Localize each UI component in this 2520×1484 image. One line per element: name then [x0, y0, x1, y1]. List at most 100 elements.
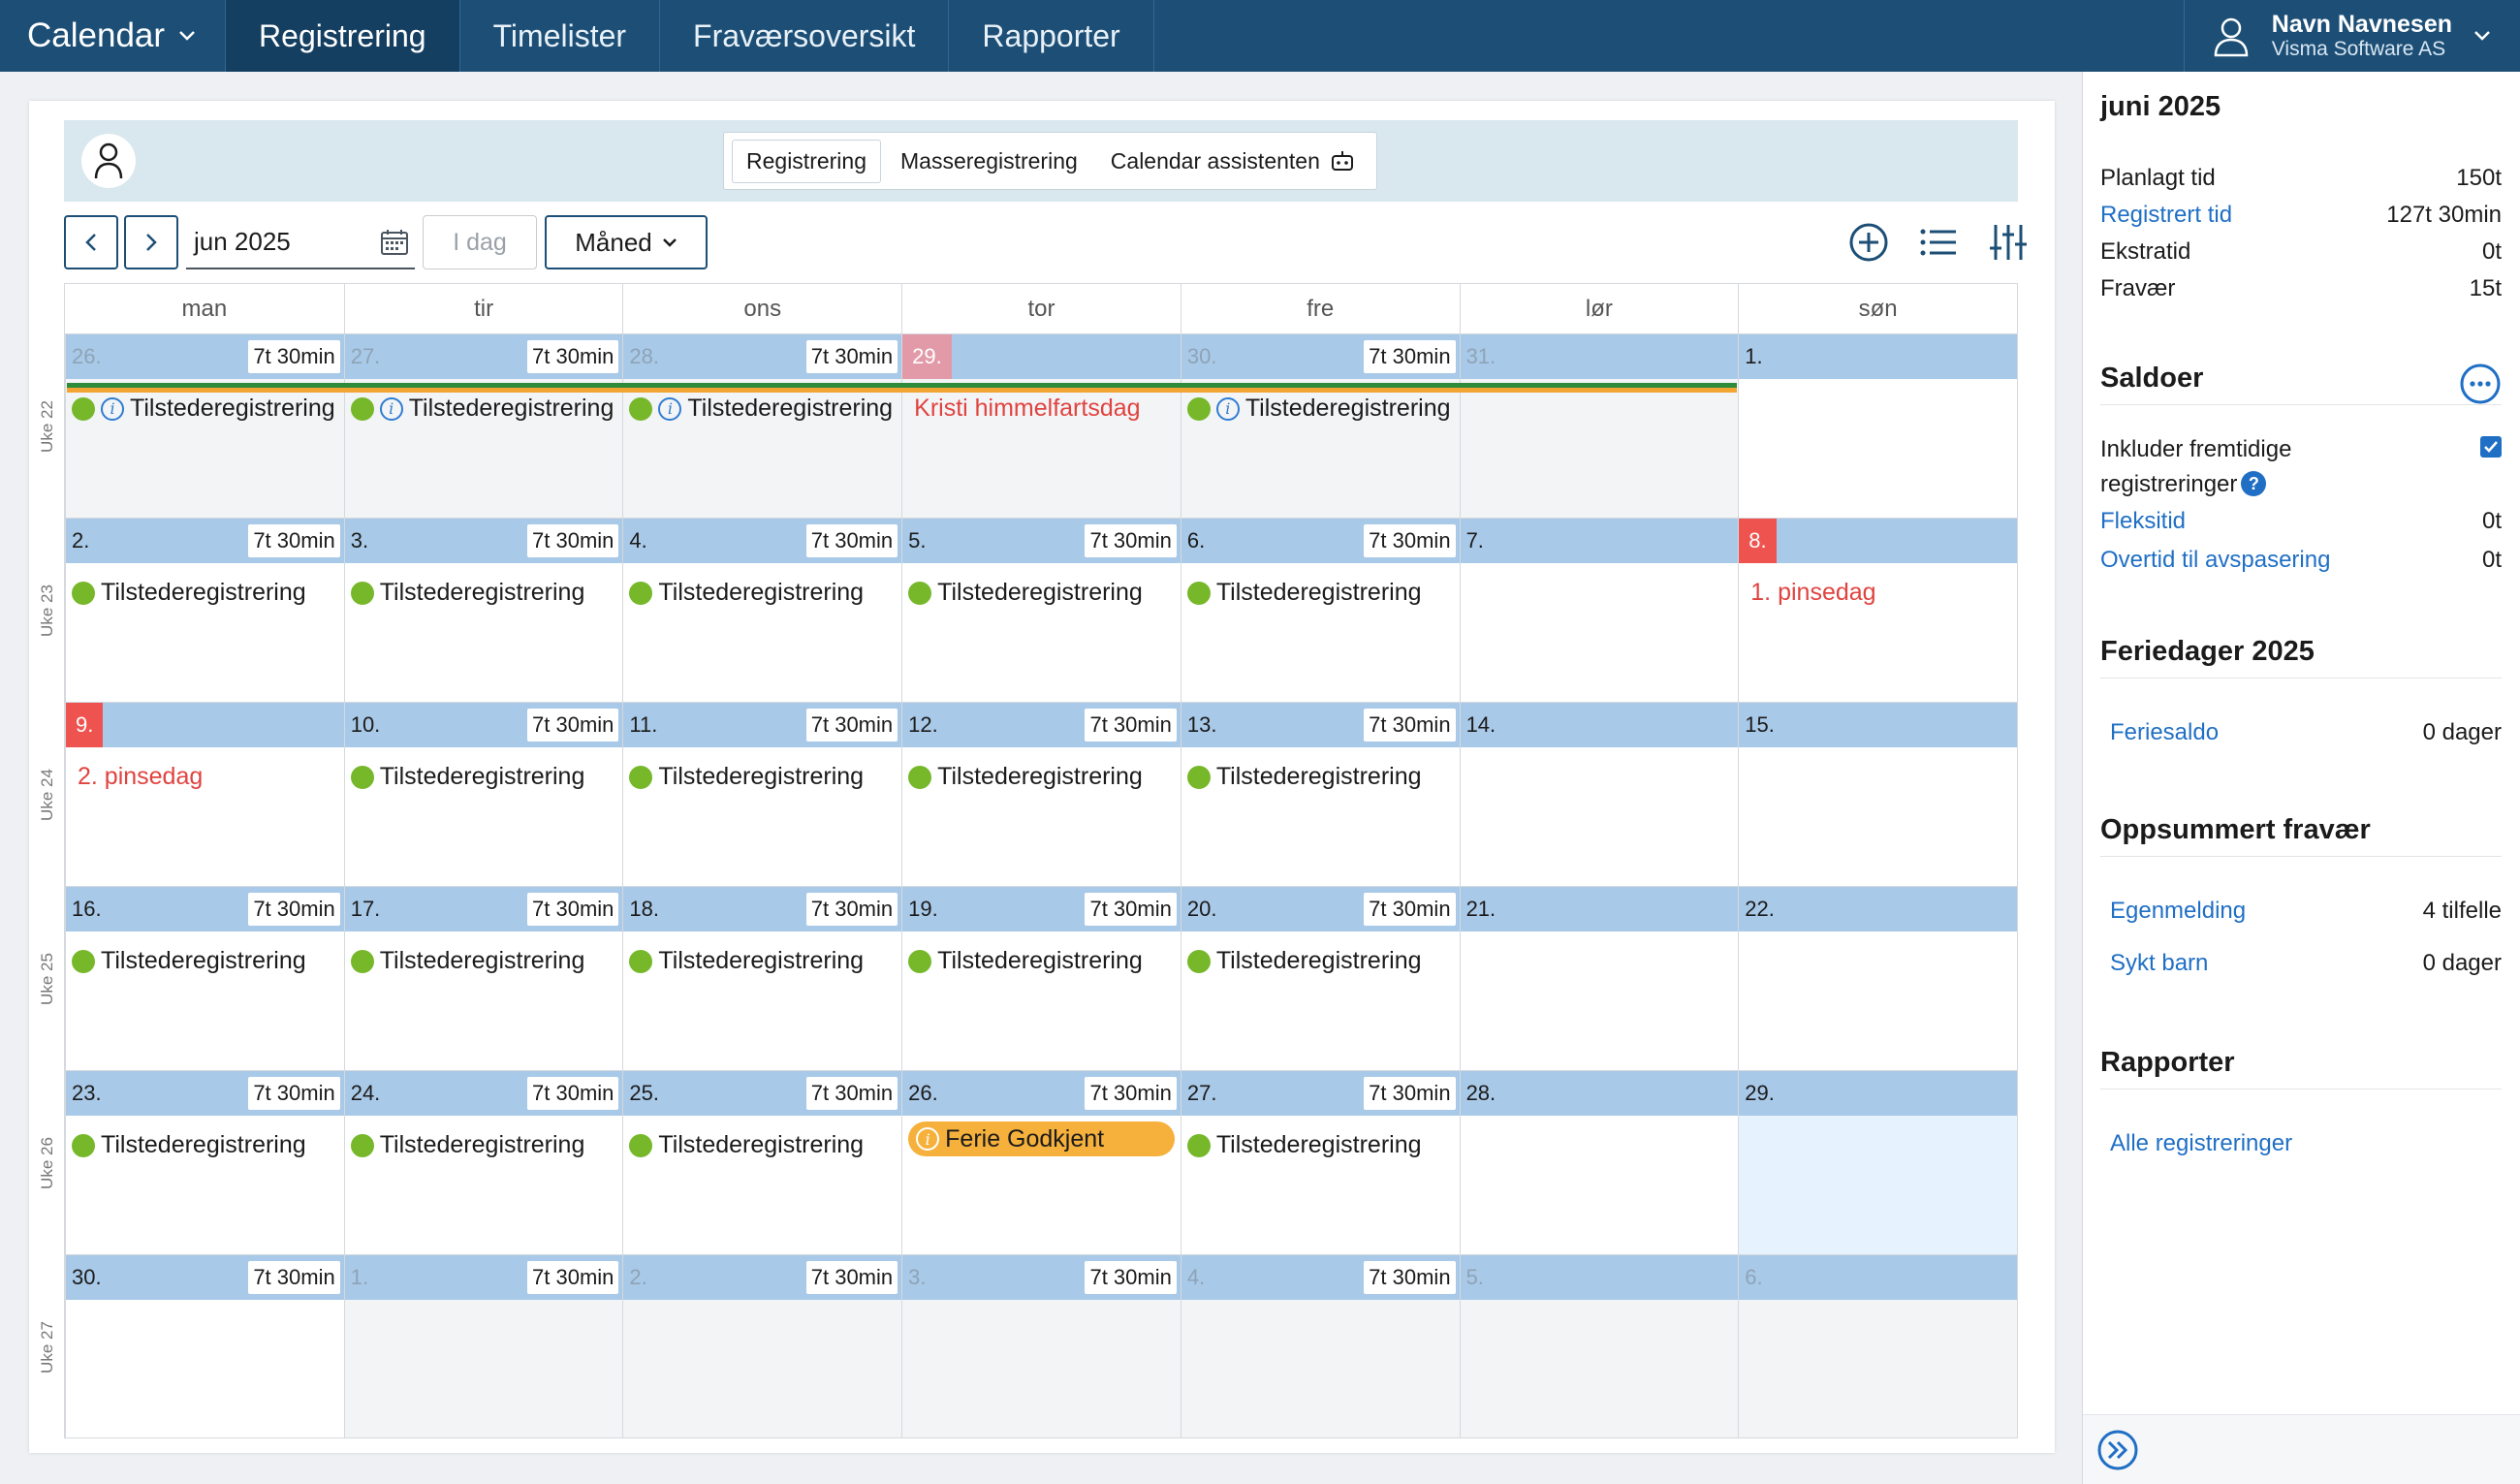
day-cell[interactable]: 9. 2. pinsedag [65, 703, 344, 886]
day-cell[interactable]: 25. 7t 30min Tilstederegistrering [622, 1071, 902, 1254]
day-cell[interactable]: 19. 7t 30min Tilstederegistrering [901, 887, 1181, 1070]
fleksitid-link[interactable]: Fleksitid [2100, 508, 2187, 534]
sykt-barn-link[interactable]: Sykt barn [2110, 950, 2209, 976]
add-registration-button[interactable] [1847, 221, 1890, 264]
registration-event[interactable]: Tilstederegistrering [1186, 1131, 1460, 1159]
day-cell[interactable]: 4. 7t 30min Tilstederegistrering [622, 519, 902, 702]
day-cell[interactable]: 12. 7t 30min Tilstederegistrering [901, 703, 1181, 886]
day-cell[interactable]: 10. 7t 30min Tilstederegistrering [343, 703, 623, 886]
registration-event[interactable]: Tilstederegistrering [629, 579, 901, 607]
nav-tab-fravaersoversikt[interactable]: Fraværsoversikt [660, 0, 950, 72]
day-cell[interactable]: 29. [1738, 1071, 2017, 1254]
calendar-icon[interactable] [380, 229, 409, 256]
registration-event[interactable]: Tilstederegistrering [1186, 579, 1460, 607]
day-cell[interactable]: 17. 7t 30min Tilstederegistrering [343, 887, 623, 1070]
day-cell[interactable]: 28. 7t 30min i Tilstederegistrering [622, 334, 902, 518]
day-cell[interactable]: 15. [1738, 703, 2017, 886]
day-cell[interactable]: 14. [1459, 703, 1739, 886]
egenmelding-link[interactable]: Egenmelding [2110, 898, 2247, 924]
vacation-event[interactable]: i Ferie Godkjent [908, 1121, 1175, 1156]
day-cell[interactable]: 11. 7t 30min Tilstederegistrering [622, 703, 902, 886]
registration-event[interactable]: i Tilstederegistrering [72, 395, 344, 423]
day-cell[interactable]: 2. 7t 30min Tilstederegistrering [65, 519, 344, 702]
registration-event[interactable]: Tilstederegistrering [350, 763, 623, 791]
registration-event[interactable]: Tilstederegistrering [72, 947, 344, 975]
day-cell[interactable]: 22. [1738, 887, 2017, 1070]
tab-registrering[interactable]: Registrering [732, 139, 881, 183]
day-cell[interactable]: 24. 7t 30min Tilstederegistrering [343, 1071, 623, 1254]
day-cell[interactable]: 29. Kristi himmelfartsdag [901, 334, 1181, 518]
view-select[interactable]: Måned [545, 215, 708, 269]
day-cell[interactable]: 30. 7t 30min [65, 1255, 344, 1437]
multi-day-span-bar[interactable] [67, 383, 1737, 393]
day-cell[interactable]: 3. 7t 30min [901, 1255, 1181, 1437]
registration-event[interactable]: Tilstederegistrering [908, 763, 1181, 791]
registration-event[interactable]: Tilstederegistrering [1186, 947, 1460, 975]
day-cell[interactable]: 21. [1459, 887, 1739, 1070]
list-view-button[interactable] [1917, 221, 1960, 264]
next-month-button[interactable] [124, 215, 178, 269]
status-dot-icon [350, 396, 374, 421]
day-cell[interactable]: 20. 7t 30min Tilstederegistrering [1180, 887, 1460, 1070]
day-cell[interactable]: 3. 7t 30min Tilstederegistrering [343, 519, 623, 702]
registration-event[interactable]: Tilstederegistrering [629, 763, 901, 791]
registration-event[interactable]: i Tilstederegistrering [1186, 395, 1460, 423]
registration-event[interactable]: Tilstederegistrering [908, 579, 1181, 607]
registration-event[interactable]: Tilstederegistrering [629, 1131, 901, 1159]
registration-event[interactable]: Tilstederegistrering [908, 947, 1181, 975]
day-cell[interactable]: 13. 7t 30min Tilstederegistrering [1180, 703, 1460, 886]
month-input[interactable]: jun 2025 [186, 215, 415, 269]
include-future-checkbox[interactable] [2480, 436, 2502, 458]
day-cell[interactable]: 1. 7t 30min [343, 1255, 623, 1437]
filter-settings-button[interactable] [1987, 221, 2030, 264]
day-cell[interactable]: 1. [1738, 334, 2017, 518]
registration-event[interactable]: i Tilstederegistrering [629, 395, 901, 423]
day-cell[interactable]: 4. 7t 30min [1180, 1255, 1460, 1437]
day-cell[interactable]: 2. 7t 30min [622, 1255, 902, 1437]
saldoer-section-title: Saldoer [2100, 363, 2502, 405]
registration-event[interactable]: i Tilstederegistrering [350, 395, 623, 423]
registrert-tid-link[interactable]: Registrert tid [2100, 202, 2233, 228]
registration-event[interactable]: Tilstederegistrering [72, 1131, 344, 1159]
day-cell-header: 2. 7t 30min [623, 1255, 902, 1300]
registration-event[interactable]: Tilstederegistrering [629, 947, 901, 975]
nav-tab-registrering[interactable]: Registrering [226, 0, 460, 72]
overtid-link[interactable]: Overtid til avspasering [2100, 547, 2331, 573]
day-cell[interactable]: 8. 1. pinsedag [1738, 519, 2017, 702]
registration-event[interactable]: Tilstederegistrering [350, 947, 623, 975]
day-cell[interactable]: 27. 7t 30min i Tilstederegistrering [343, 334, 623, 518]
registration-event[interactable]: Tilstederegistrering [72, 579, 344, 607]
nav-tab-timelister[interactable]: Timelister [460, 0, 661, 72]
day-cell[interactable]: 18. 7t 30min Tilstederegistrering [622, 887, 902, 1070]
app-menu[interactable]: Calendar [0, 0, 227, 72]
nav-tab-rapporter[interactable]: Rapporter [949, 0, 1154, 72]
today-button[interactable]: I dag [423, 215, 537, 269]
registration-event[interactable]: Tilstederegistrering [350, 579, 623, 607]
tab-calendar-assistenten[interactable]: Calendar assistenten [1097, 141, 1369, 182]
day-cell[interactable]: 26. 7t 30min i Ferie Godkjent [901, 1071, 1181, 1254]
more-options-icon[interactable] [2459, 363, 2502, 405]
day-cell[interactable]: 30. 7t 30min i Tilstederegistrering [1180, 334, 1460, 518]
feriesaldo-link[interactable]: Feriesaldo [2110, 719, 2220, 745]
help-icon[interactable]: ? [2241, 471, 2267, 496]
avatar[interactable] [81, 134, 136, 188]
user-menu[interactable]: Navn Navnesen Visma Software AS [2183, 0, 2520, 72]
day-cell[interactable]: 26. 7t 30min i Tilstederegistrering [65, 334, 344, 518]
rapporter-section-title: Rapporter [2100, 1047, 2502, 1089]
day-cell[interactable]: 5. 7t 30min Tilstederegistrering [901, 519, 1181, 702]
registration-event[interactable]: Tilstederegistrering [1186, 763, 1460, 791]
day-cell[interactable]: 6. 7t 30min Tilstederegistrering [1180, 519, 1460, 702]
registration-event[interactable]: Tilstederegistrering [350, 1131, 623, 1159]
tab-masseregistrering[interactable]: Masseregistrering [887, 141, 1091, 182]
day-cell[interactable]: 7. [1459, 519, 1739, 702]
day-cell[interactable]: 28. [1459, 1071, 1739, 1254]
day-cell[interactable]: 27. 7t 30min Tilstederegistrering [1180, 1071, 1460, 1254]
double-chevron-right-icon[interactable] [2096, 1429, 2139, 1471]
day-cell[interactable]: 16. 7t 30min Tilstederegistrering [65, 887, 344, 1070]
day-cell[interactable]: 5. [1459, 1255, 1739, 1437]
day-cell[interactable]: 6. [1738, 1255, 2017, 1437]
day-cell[interactable]: 23. 7t 30min Tilstederegistrering [65, 1071, 344, 1254]
alle-registreringer-link[interactable]: Alle registreringer [2110, 1130, 2293, 1156]
previous-month-button[interactable] [64, 215, 118, 269]
day-cell[interactable]: 31. [1459, 334, 1739, 518]
